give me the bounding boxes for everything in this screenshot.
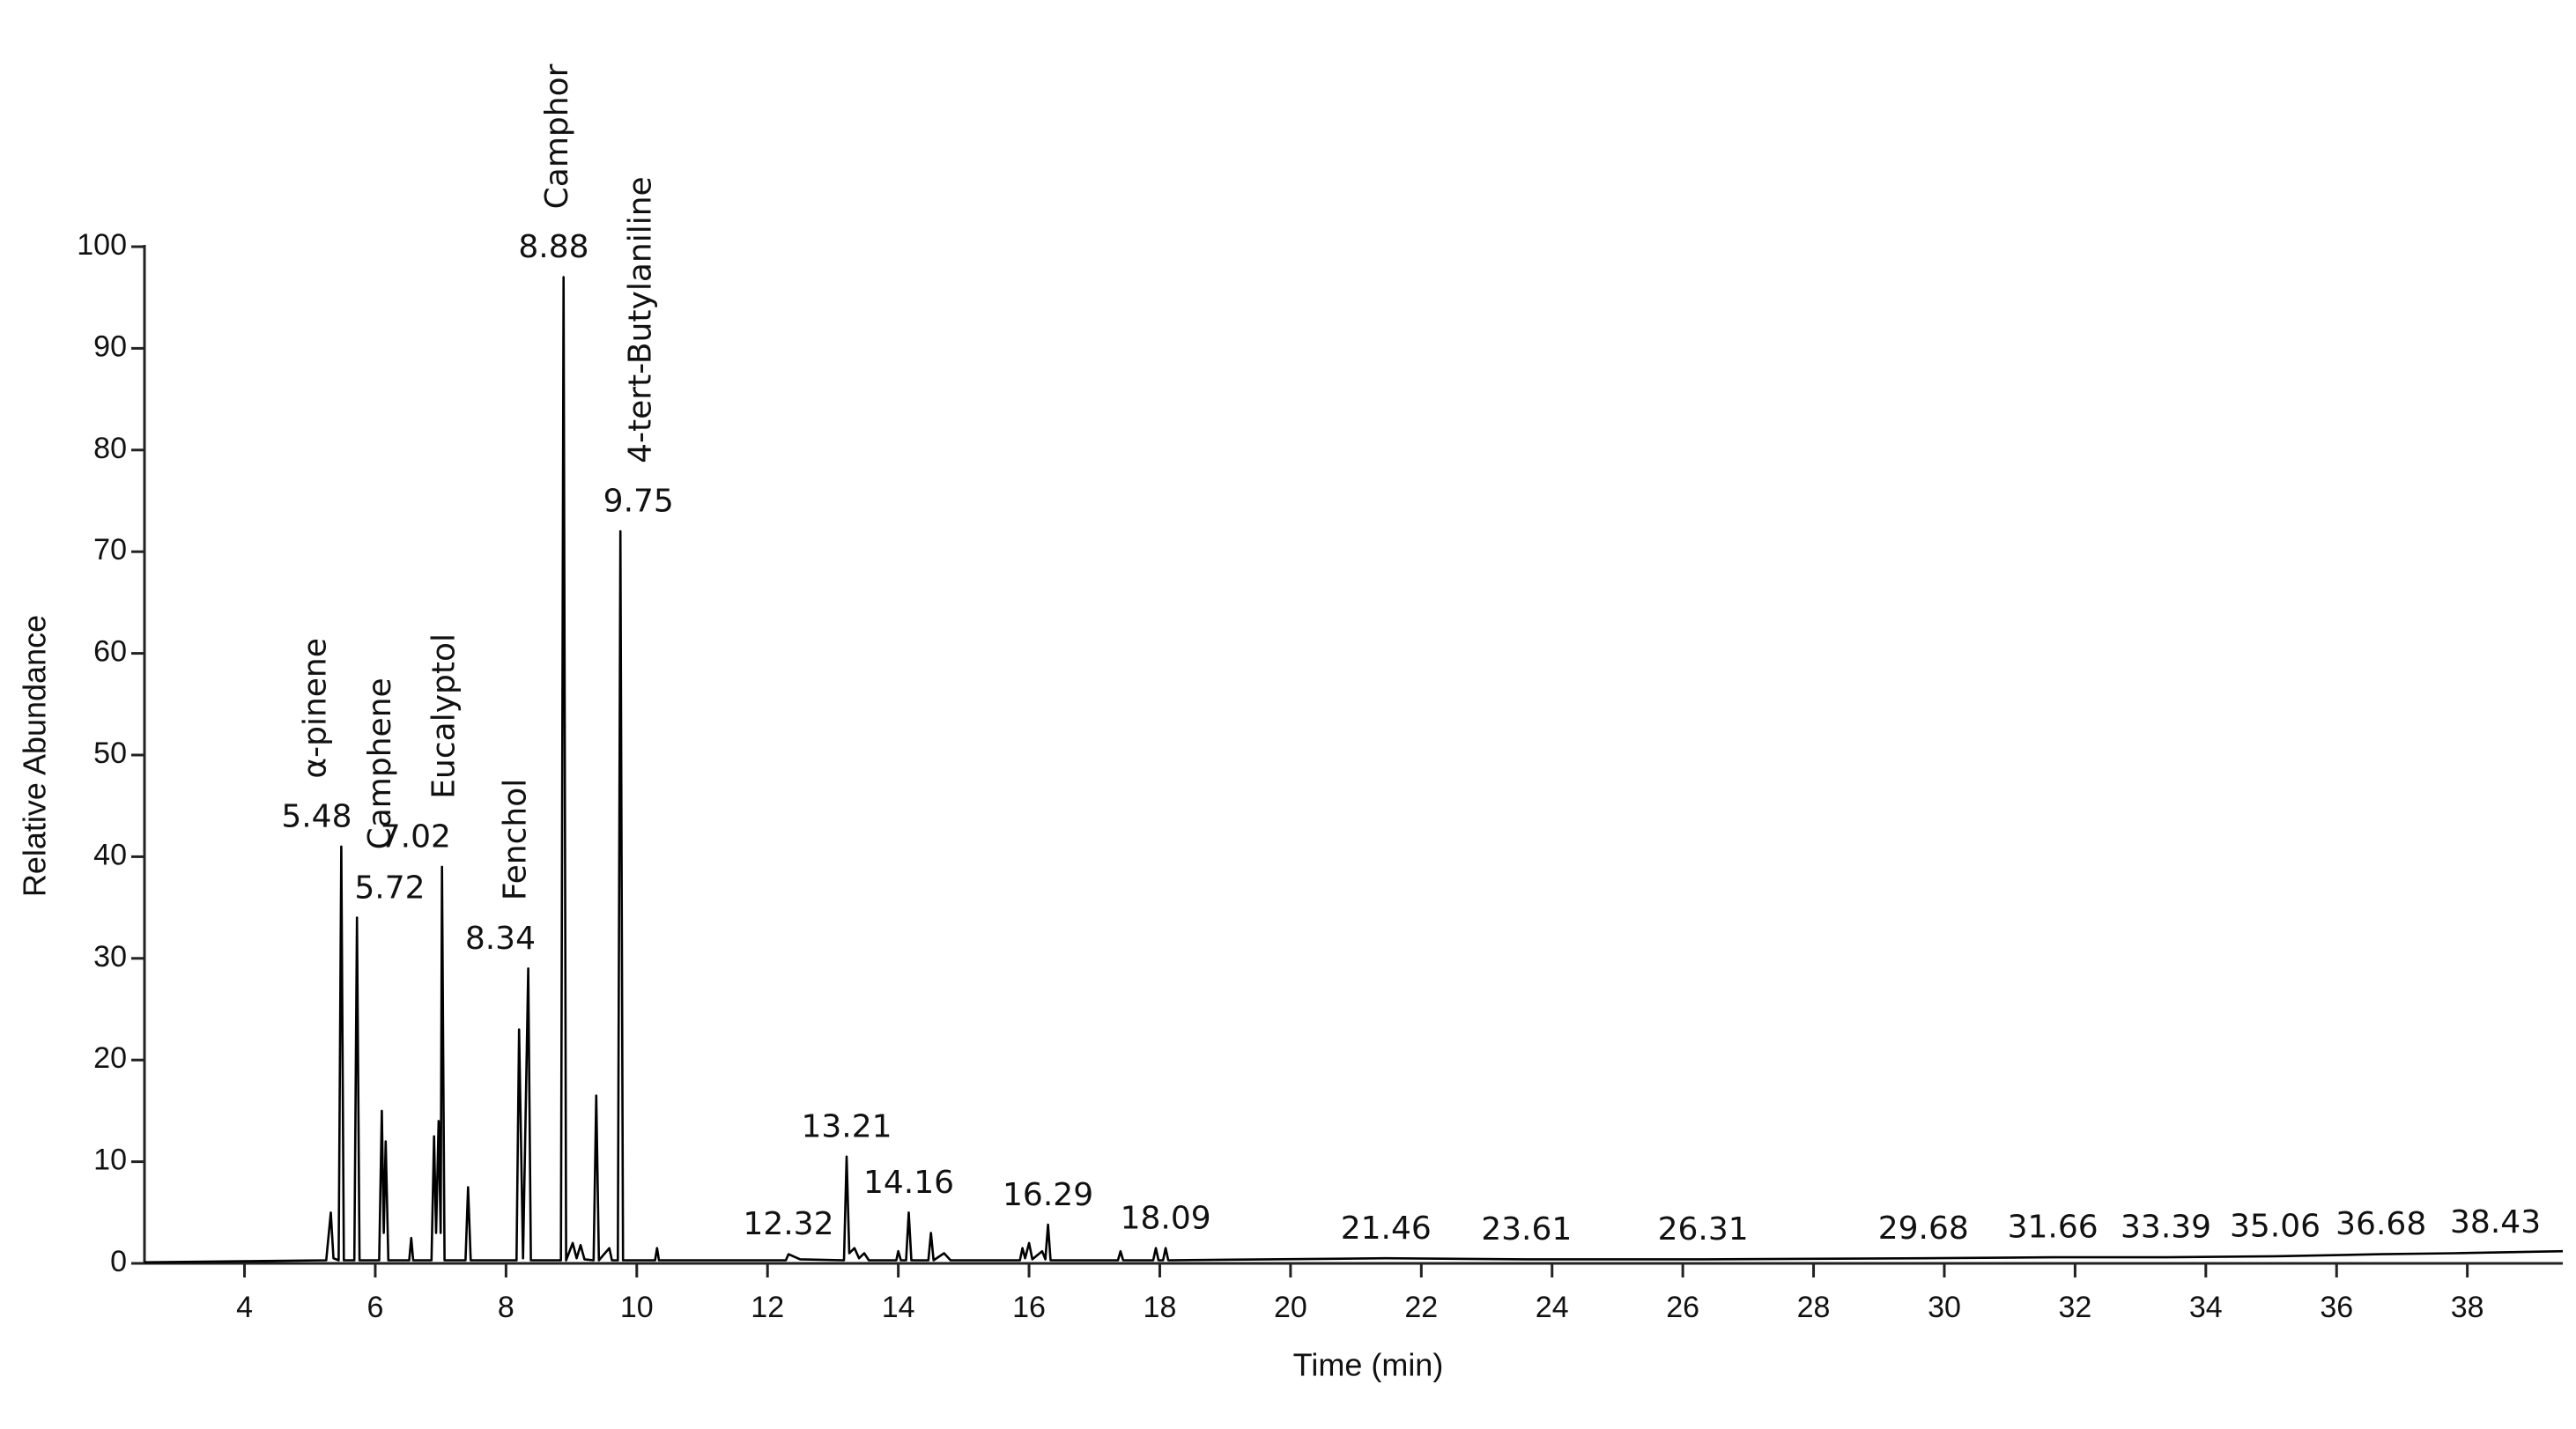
y-tick-label: 0	[110, 1245, 127, 1278]
x-tick-label: 36	[2320, 1291, 2353, 1324]
peak-label: 9.75	[603, 484, 674, 520]
peak-label: 12.32	[743, 1206, 833, 1242]
peak-label: 33.39	[2121, 1210, 2211, 1246]
peak-label: 29.68	[1878, 1211, 1969, 1247]
x-tick-label: 14	[882, 1291, 915, 1324]
x-tick-label: 10	[620, 1291, 654, 1324]
y-tick-label: 70	[93, 533, 127, 566]
y-tick-label: 80	[93, 432, 127, 465]
compound-name: Eucalyptol	[426, 633, 462, 799]
peak-label: 13.21	[801, 1108, 892, 1144]
y-tick-label: 60	[93, 635, 127, 669]
y-axis-title: Relative Abundance	[17, 615, 53, 897]
x-tick-label: 32	[2058, 1291, 2091, 1324]
x-tick-label: 26	[1666, 1291, 1699, 1324]
peak-label: 5.72	[354, 870, 425, 906]
peak-label: 26.31	[1658, 1211, 1749, 1248]
compound-name: Camphene	[362, 677, 398, 849]
chromatogram-trace	[144, 276, 2564, 1264]
peak-label: 23.61	[1481, 1211, 1572, 1248]
x-tick-label: 24	[1536, 1291, 1569, 1324]
x-tick-label: 4	[236, 1291, 253, 1324]
x-tick-label: 18	[1144, 1291, 1177, 1324]
x-tick-label: 38	[2451, 1291, 2484, 1324]
peak-label: 14.16	[863, 1165, 954, 1201]
x-tick-label: 12	[751, 1291, 784, 1324]
compound-name: 4-tert-Butylaniline	[622, 176, 658, 463]
peak-label: 21.46	[1341, 1211, 1432, 1247]
compound-name: α-pinene	[297, 638, 333, 779]
peak-label: 38.43	[2450, 1204, 2541, 1240]
y-tick-label: 90	[93, 329, 127, 363]
x-axis-title: Time (min)	[1293, 1347, 1444, 1383]
y-tick-label: 50	[93, 737, 127, 770]
y-tick-label: 20	[93, 1041, 127, 1075]
compound-name: Fenchol	[498, 779, 534, 900]
peak-label: 8.34	[465, 921, 536, 957]
peak-label: 5.48	[281, 798, 352, 834]
peak-label: 16.29	[1003, 1177, 1093, 1213]
peak-label: 31.66	[2008, 1210, 2099, 1246]
x-tick-label: 20	[1274, 1291, 1307, 1324]
y-tick-label: 100	[77, 228, 127, 262]
x-tick-label: 8	[498, 1291, 514, 1324]
x-tick-label: 22	[1404, 1291, 1438, 1324]
y-tick-label: 10	[93, 1144, 127, 1177]
peak-label: 8.88	[518, 229, 588, 265]
x-tick-label: 16	[1012, 1291, 1046, 1324]
y-tick-label: 40	[93, 838, 127, 871]
peak-label: 18.09	[1121, 1200, 1211, 1236]
x-tick-label: 34	[2189, 1291, 2223, 1324]
x-tick-label: 28	[1797, 1291, 1831, 1324]
peak-label: 35.06	[2230, 1209, 2321, 1245]
y-tick-label: 30	[93, 940, 127, 974]
compound-name: Camphor	[539, 63, 575, 209]
x-tick-label: 6	[366, 1291, 383, 1324]
x-tick-label: 30	[1928, 1291, 1961, 1324]
peak-label: 36.68	[2335, 1206, 2426, 1242]
peak-label: 7.02	[381, 819, 451, 855]
